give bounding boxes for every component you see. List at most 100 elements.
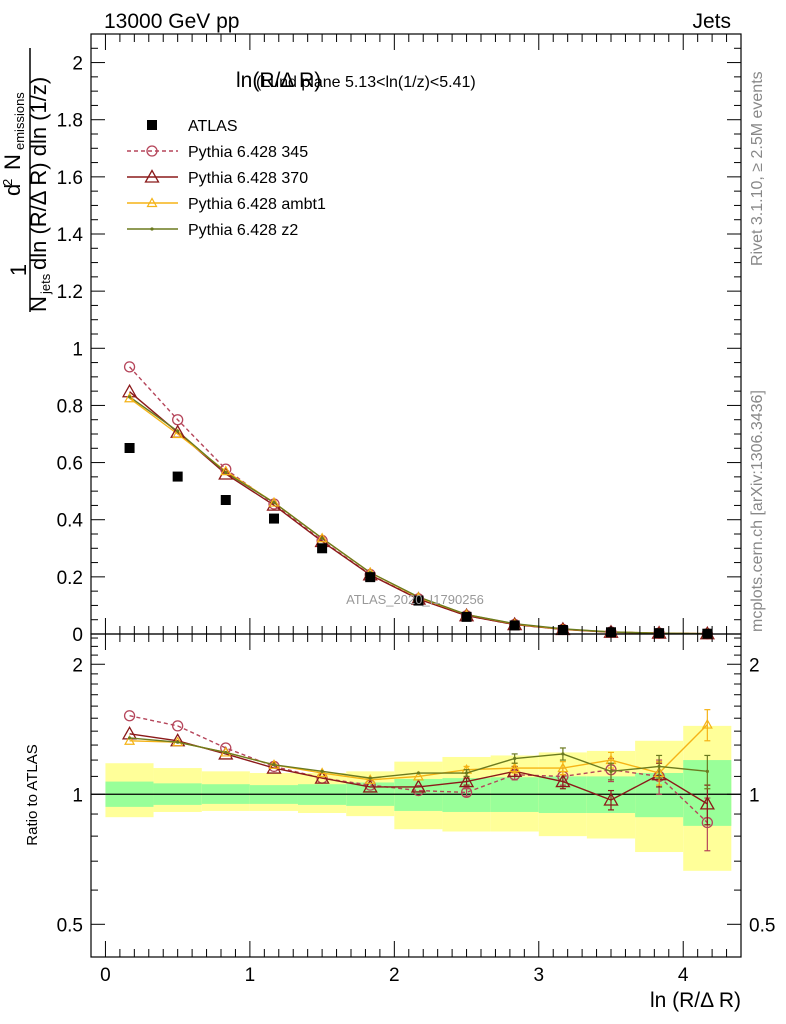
chart-title-main: ln(R/Δ R) <box>236 69 321 92</box>
y-tick-label: 0.6 <box>57 454 83 475</box>
point-z2 <box>176 429 180 433</box>
ratio-point-p345 <box>123 710 136 722</box>
ratio-point-ambt1 <box>557 762 569 773</box>
ratio-point-p345 <box>172 720 184 732</box>
legend-label-z2: Pythia 6.428 z2 <box>188 222 298 239</box>
ratio-point-p370 <box>314 770 330 784</box>
point-atlas <box>124 443 135 453</box>
ratio-point-z2 <box>127 736 132 740</box>
ylabel-denominator-rest: dln (R/Δ R) dln (1/z) <box>26 77 51 270</box>
point-atlas <box>269 513 280 524</box>
ratio-point-p345 <box>460 786 473 799</box>
ratio-point-p370 <box>699 796 715 810</box>
x-tick-label: 3 <box>533 965 544 986</box>
point-atlas <box>220 495 231 505</box>
legend-marker-p370 <box>144 169 160 183</box>
ratio-point-z2 <box>224 750 228 755</box>
ratio-point-ambt1 <box>509 762 521 773</box>
ylabel-denominator-N: N <box>26 296 51 312</box>
main-y-axis-label: 1 d 2 N emissions N jets dln (R/Δ R) dln… <box>0 48 53 312</box>
y-tick-label: 0.2 <box>57 568 83 589</box>
ratio-point-z2 <box>176 740 180 744</box>
legend-marker-ambt1 <box>146 197 158 208</box>
point-ambt1 <box>316 532 328 543</box>
ratio-point-ambt1 <box>412 770 424 781</box>
rivet-version-label: Rivet 3.1.10, ≥ 2.5M events <box>749 71 766 266</box>
x-axis-label: ln (R/Δ R) <box>650 989 741 1012</box>
point-atlas <box>317 543 328 554</box>
y-tick-label: 2 <box>72 54 83 75</box>
ratio-axes: 0.5 0.5 1 1 2 2 0 1 2 3 4 <box>57 633 775 986</box>
header-right-label: Jets <box>692 10 731 33</box>
y-tick-label: 1.4 <box>57 225 84 246</box>
ratio-point-ambt1 <box>316 767 328 778</box>
legend-label-p345: Pythia 6.428 345 <box>188 144 308 161</box>
ratio-point-p370 <box>555 773 571 788</box>
ratio-y-tick-label: 0.5 <box>57 915 83 936</box>
ratio-point-z2 <box>561 752 565 756</box>
ratio-point-p370 <box>603 792 619 806</box>
ratio-point-z2 <box>320 769 324 773</box>
y-tick-label: 0.4 <box>57 511 84 532</box>
point-z2 <box>320 536 324 540</box>
x-tick-label: 0 <box>100 965 111 986</box>
watermark-label: ATLAS_2020_I1790256 <box>346 592 484 607</box>
ratio-point-z2 <box>272 763 276 767</box>
ratio-point-z2 <box>705 769 709 773</box>
ratio-point-ambt1 <box>701 718 713 729</box>
ratio-y-tick-label-right: 1 <box>749 785 760 806</box>
point-atlas <box>172 471 183 482</box>
mcplots-label: mcplots.cern.ch [arXiv:1306.3436] <box>749 390 766 632</box>
ylabel-numerator-N: N <box>0 154 25 170</box>
point-atlas <box>413 595 424 606</box>
point-atlas <box>654 628 665 639</box>
ratio-point-z2 <box>513 756 517 761</box>
ratio-point-p370 <box>410 779 427 793</box>
ratio-y-tick-label: 2 <box>72 655 83 676</box>
ratio-point-z2 <box>657 764 661 769</box>
x-tick-label: 1 <box>245 965 256 986</box>
y-tick-label: 1.6 <box>57 168 83 189</box>
ylabel-frac-top: 1 <box>6 264 31 276</box>
point-z2 <box>272 500 276 505</box>
x-tick-label: 2 <box>389 965 400 986</box>
legend: ATLAS Pythia 6.428 345 Pythia 6.428 370 Pyt… <box>127 118 326 239</box>
ylabel-numerator-d: d <box>0 184 25 196</box>
ratio-y-axis-label: Ratio to ATLAS <box>24 744 41 845</box>
legend-label-ambt1: Pythia 6.428 ambt1 <box>188 196 326 213</box>
point-atlas <box>461 611 472 622</box>
ratio-y-tick-label-right: 0.5 <box>749 915 775 936</box>
point-ambt1 <box>172 428 184 439</box>
ratio-point-z2 <box>368 776 372 780</box>
ratio-bands <box>91 725 741 871</box>
ratio-point-p370 <box>362 779 378 793</box>
legend-marker-p345 <box>146 145 158 157</box>
ratio-frame <box>90 633 742 958</box>
ratio-point-ambt1 <box>364 774 376 784</box>
point-ambt1 <box>268 496 280 507</box>
main-axes: 0 0.2 0.4 0.6 0.8 1 1.2 1.4 1.6 1.8 2 <box>57 33 742 646</box>
legend-label-atlas: ATLAS <box>188 118 238 135</box>
y-tick-label: 1.8 <box>57 111 83 132</box>
point-ambt1 <box>220 465 232 476</box>
legend-marker-atlas <box>147 120 157 130</box>
chart-title-rest: (Lund plane 5.13<ln(1/z)<5.41) <box>256 74 476 91</box>
legend-label-p370: Pythia 6.428 370 <box>188 170 308 187</box>
point-atlas <box>365 572 376 583</box>
ratio-point-z2 <box>416 771 421 775</box>
y-tick-label: 1.2 <box>57 282 83 303</box>
ratio-panel: 0.5 0.5 1 1 2 2 0 1 2 3 4 Ratio to ATLAS ln (R/Δ R… <box>24 633 775 1012</box>
ratio-point-z2 <box>464 771 469 775</box>
point-ambt1 <box>124 392 136 403</box>
x-tick-label: 4 <box>678 965 689 986</box>
ratio-data-marks <box>121 709 715 852</box>
y-tick-label: 0.8 <box>57 396 83 417</box>
ylabel-numerator-emissions: emissions <box>12 92 27 150</box>
ratio-point-ambt1 <box>124 735 136 745</box>
point-z2 <box>127 395 132 399</box>
y-tick-label: 1 <box>72 339 83 360</box>
ylabel-denominator-jets: jets <box>38 273 53 295</box>
point-atlas <box>509 620 520 631</box>
point-z2 <box>224 470 228 475</box>
